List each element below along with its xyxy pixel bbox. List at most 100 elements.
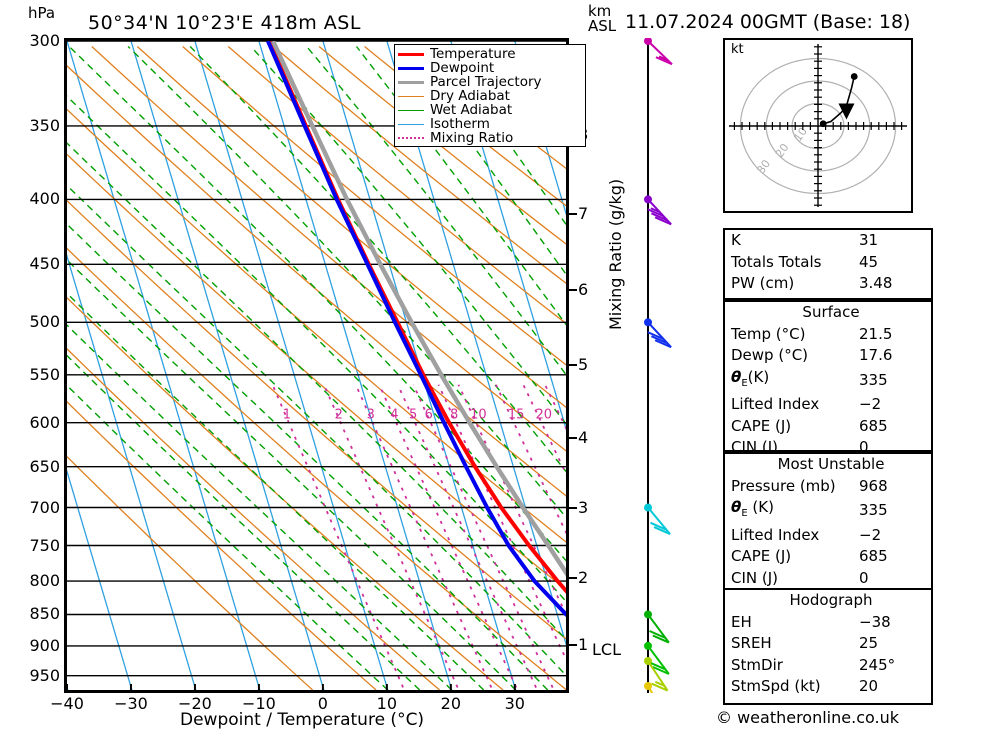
- pressure-tick-label: 450: [29, 254, 60, 274]
- dry-adiabat-line: [67, 65, 566, 497]
- row-label: SREH: [731, 634, 772, 652]
- temperature-tick-label: −20: [178, 694, 212, 713]
- wet-adiabat-line: [68, 45, 566, 562]
- row-label: StmSpd (kt): [731, 677, 821, 695]
- profile-dewpoint: [266, 41, 566, 617]
- row-label: Dewp (°C): [731, 346, 809, 364]
- legend-swatch-isotherm: [398, 123, 424, 125]
- pressure-tick-label: 750: [29, 535, 60, 555]
- temperature-tick-label: 0: [317, 694, 328, 713]
- copyright-notice: © weatheronline.co.uk: [716, 708, 899, 727]
- temperature-tick-label: −30: [114, 694, 148, 713]
- temperature-tick-label: −10: [242, 694, 276, 713]
- mixing-ratio-line: [396, 384, 539, 690]
- legend-label: Temperature: [430, 45, 516, 62]
- wet-adiabat-line: [439, 46, 566, 226]
- wind-barb-half-flag: [650, 207, 661, 214]
- isotherm-line: [514, 41, 566, 216]
- temperature-tick-label: 30: [504, 694, 525, 713]
- row-label: Lifted Index: [731, 395, 820, 413]
- temperature-tick-label: 10: [376, 694, 398, 713]
- row-value: −2: [859, 395, 882, 413]
- wind-barb: [644, 610, 670, 644]
- row-label: K: [731, 231, 741, 249]
- legend-label: Dewpoint: [430, 59, 495, 76]
- most-unstable-table: Most Unstable Pressure (mb) 968 θE (K) 335 Li…: [725, 454, 931, 589]
- wind-barb-half-flag: [658, 55, 669, 62]
- surface-panel: Surface Temp (°C) 21.5 Dewp (°C) 17.6 θE(K) 33…: [723, 300, 933, 456]
- mixing-ratio-line: [522, 384, 566, 476]
- row-label: CIN (J): [731, 568, 779, 587]
- height-tick-mark: [566, 576, 577, 579]
- legend-item: Dry Adiabat: [398, 89, 582, 103]
- height-axis-unit: km ASL: [588, 4, 616, 34]
- wind-barb: [644, 682, 654, 693]
- lcl-marker-label: LCL: [592, 640, 621, 659]
- indices-panel: K 31 Totals Totals 45 PW (cm) 3.48: [723, 228, 933, 300]
- dry-adiabat-line: [67, 199, 566, 640]
- wind-barb-full-flag: [655, 56, 673, 66]
- row-value: 685: [859, 547, 888, 565]
- panel-title: Surface: [802, 303, 860, 321]
- wet-adiabat-line: [127, 46, 566, 519]
- data-row: Pressure (mb) 968: [725, 476, 931, 498]
- data-row: SREH 25: [725, 633, 931, 655]
- skewt-plot-area[interactable]: 1 2 3 4 5 6 8 10 15 20: [64, 38, 569, 693]
- hodograph-plot[interactable]: kt 10 20 30: [723, 38, 913, 213]
- height-tick-label: 5: [578, 354, 589, 374]
- pressure-tick-label: 700: [29, 497, 60, 517]
- wind-barb-full-flag: [654, 216, 672, 226]
- row-label: Temp (°C): [731, 324, 806, 343]
- wet-adiabat-line: [67, 292, 485, 690]
- mixing-ratio-label: 6: [425, 408, 433, 423]
- wet-adiabat-line: [67, 184, 566, 677]
- legend-item: Temperature: [398, 47, 582, 61]
- panel-title-row: Surface: [725, 302, 931, 324]
- row-value: 25: [859, 634, 879, 652]
- panel-title: Hodograph: [789, 591, 873, 609]
- legend-item: Parcel Trajectory: [398, 75, 582, 89]
- row-label: CAPE (J): [731, 416, 792, 435]
- row-value: 31: [859, 231, 879, 249]
- dry-adiabat-line: [67, 296, 504, 690]
- legend-label: Wet Adiabat: [430, 101, 513, 118]
- wind-barb-full-flag: [653, 526, 671, 536]
- isotherm-line: [194, 41, 389, 690]
- pressure-tick-label: 850: [29, 604, 60, 624]
- height-axis-unit-km: km: [588, 2, 612, 20]
- dry-adiabat-line: [67, 153, 566, 591]
- pressure-tick-label: 650: [29, 456, 60, 476]
- hodograph-ring-label: 10: [791, 125, 810, 144]
- height-tick-mark: [566, 289, 577, 292]
- row-label: Lifted Index: [731, 525, 820, 544]
- row-label: StmDir: [731, 655, 783, 674]
- legend-item: Wet Adiabat: [398, 103, 582, 117]
- mixing-ratio-line: [323, 384, 460, 690]
- legend-item: Isotherm: [398, 117, 582, 131]
- row-label: EH: [731, 612, 752, 631]
- row-label: Pressure (mb): [731, 476, 836, 495]
- legend: Temperature Dewpoint Parcel Trajectory Dry …: [394, 44, 586, 147]
- height-tick-label: 7: [578, 203, 589, 223]
- data-row: Lifted Index −2: [725, 394, 931, 416]
- wind-barb-shaft: [647, 40, 673, 65]
- wind-barb-full-flag: [649, 661, 666, 671]
- wind-barb: [644, 38, 673, 66]
- x-axis-title: Dewpoint / Temperature (°C): [180, 710, 425, 730]
- temperature-tick-label: −40: [50, 694, 84, 713]
- pressure-tick-label: 400: [29, 189, 60, 209]
- row-value: −38: [859, 612, 891, 631]
- data-row: θE(K) 335: [725, 367, 931, 395]
- mixing-ratio-line: [378, 384, 519, 690]
- wind-barb-half-flag: [654, 680, 665, 687]
- pressure-axis-unit: hPa: [28, 4, 56, 22]
- run-datetime-title: 11.07.2024 00GMT (Base: 18): [625, 11, 911, 33]
- legend-swatch-temperature: [398, 52, 424, 56]
- legend-label: Dry Adiabat: [430, 87, 510, 104]
- row-label: Totals Totals: [731, 252, 822, 271]
- mixing-ratio-label: 20: [535, 408, 552, 423]
- wet-adiabat-line: [67, 354, 421, 690]
- panel-title: Most Unstable: [777, 455, 885, 473]
- mixing-ratio-label: 5: [409, 408, 417, 423]
